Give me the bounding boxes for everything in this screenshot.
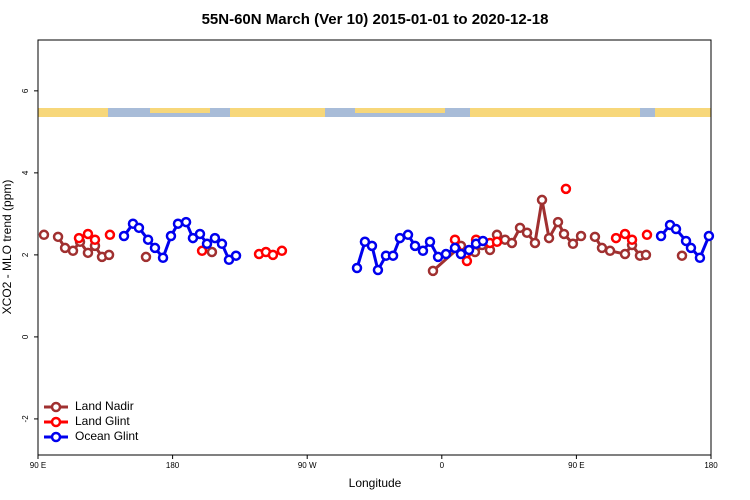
data-point xyxy=(641,229,653,241)
map-strip xyxy=(38,108,711,117)
y-axis-label: XCO2 - MLO trend (ppm) xyxy=(0,180,14,315)
data-point xyxy=(575,230,587,242)
data-point xyxy=(157,252,169,264)
data-point xyxy=(73,232,85,244)
legend-marker xyxy=(50,416,62,428)
data-point xyxy=(103,249,115,261)
data-point xyxy=(449,242,461,254)
data-point xyxy=(560,183,572,195)
data-point xyxy=(180,216,192,228)
x-tick-label: 180 xyxy=(704,461,718,470)
data-point xyxy=(267,249,279,261)
data-point xyxy=(118,230,130,242)
data-point xyxy=(230,250,242,261)
data-point xyxy=(209,232,221,244)
data-point xyxy=(424,236,436,248)
data-point xyxy=(104,229,116,241)
legend-label: Land Glint xyxy=(75,414,130,428)
data-point xyxy=(461,255,473,267)
data-point xyxy=(694,252,706,264)
data-point xyxy=(351,262,363,274)
y-tick-label: 2 xyxy=(21,252,30,257)
data-point xyxy=(536,194,548,206)
data-point xyxy=(276,245,288,257)
data-point xyxy=(142,234,154,245)
x-tick-label: 90 E xyxy=(30,461,46,470)
x-axis-label: Longitude xyxy=(349,476,402,490)
data-point xyxy=(216,238,228,250)
legend-label: Ocean Glint xyxy=(75,429,139,443)
data-point xyxy=(82,228,94,240)
data-point xyxy=(543,232,555,244)
x-tick-label: 0 xyxy=(440,461,445,470)
x-tick-label: 180 xyxy=(166,461,180,470)
data-point xyxy=(514,222,526,234)
y-tick-label: 6 xyxy=(21,88,30,93)
data-point xyxy=(477,235,489,247)
data-point xyxy=(165,230,177,242)
data-point xyxy=(626,234,638,245)
data-point xyxy=(449,234,461,245)
data-point xyxy=(52,231,64,243)
data-point xyxy=(680,235,692,247)
x-tick-label: 90 W xyxy=(298,461,317,470)
data-point xyxy=(506,237,518,249)
data-point xyxy=(133,222,145,234)
data-point xyxy=(589,231,601,243)
data-point xyxy=(463,244,475,256)
data-point xyxy=(82,247,94,259)
data-point xyxy=(440,248,452,260)
data-point xyxy=(387,250,399,261)
data-point xyxy=(427,265,439,277)
data-point xyxy=(455,248,467,260)
data-point xyxy=(402,229,414,241)
data-point xyxy=(491,236,503,248)
data-point xyxy=(89,234,101,245)
data-point xyxy=(409,240,421,252)
data-point xyxy=(196,245,208,257)
x-tick-label: 90 E xyxy=(568,461,584,470)
legend-marker xyxy=(50,401,62,413)
data-point xyxy=(140,251,152,263)
data-point xyxy=(149,242,161,254)
data-point xyxy=(206,246,218,258)
data-point xyxy=(619,248,631,260)
data-point xyxy=(567,238,579,250)
y-tick-label: 0 xyxy=(21,334,30,339)
data-point xyxy=(366,240,378,252)
data-point xyxy=(676,250,688,261)
data-point xyxy=(685,242,697,254)
data-point xyxy=(552,216,564,228)
data-point xyxy=(604,245,616,257)
data-point xyxy=(596,242,608,254)
data-point xyxy=(521,227,533,238)
data-point xyxy=(558,228,570,240)
data-point xyxy=(703,230,715,242)
data-point xyxy=(201,238,213,250)
data-point xyxy=(67,245,79,257)
legend-marker xyxy=(50,431,62,443)
data-point xyxy=(640,249,652,261)
y-tick-label: -2 xyxy=(21,415,30,423)
data-point xyxy=(670,223,682,235)
data-point xyxy=(194,228,206,240)
data-point xyxy=(610,232,622,244)
data-point xyxy=(372,264,384,276)
plot-frame xyxy=(37,39,712,456)
chart-title: 55N-60N March (Ver 10) 2015-01-01 to 202… xyxy=(202,11,549,28)
data-point xyxy=(417,245,429,257)
data-point xyxy=(394,232,406,244)
data-point xyxy=(655,230,667,242)
data-point xyxy=(172,218,184,229)
data-point xyxy=(619,228,631,240)
data-point xyxy=(38,229,50,241)
y-tick-label: 4 xyxy=(21,170,30,175)
legend-label: Land Nadir xyxy=(75,399,134,413)
series-line xyxy=(58,200,682,271)
data-point xyxy=(529,237,541,249)
